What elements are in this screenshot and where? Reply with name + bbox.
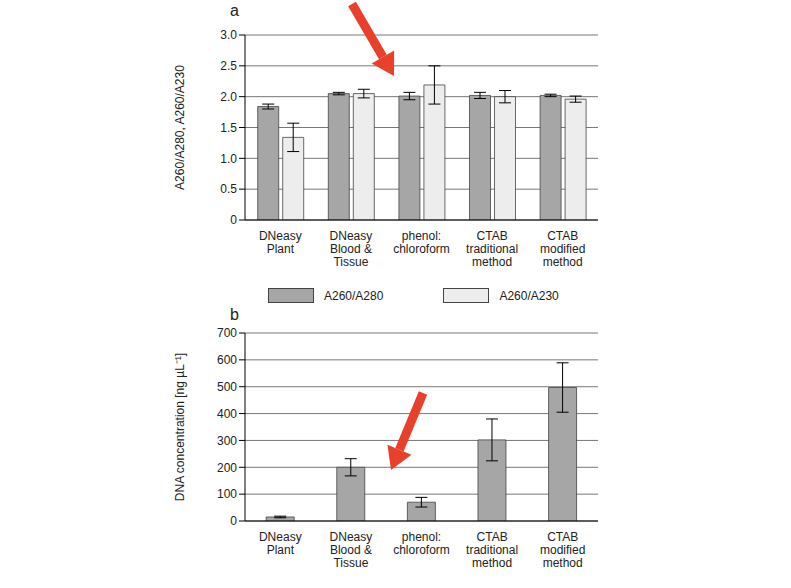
svg-text:300: 300	[217, 434, 237, 448]
svg-text:2.0: 2.0	[220, 90, 237, 104]
svg-text:600: 600	[217, 353, 237, 367]
svg-text:DNA concentration [ng µL⁻¹]: DNA concentration [ng µL⁻¹]	[173, 353, 187, 501]
svg-text:CTABmodifiedmethod: CTABmodifiedmethod	[540, 229, 585, 269]
html-text:A260/A230: A260/A230	[499, 288, 559, 303]
svg-text:0.5: 0.5	[220, 182, 237, 196]
svg-text:A260/A280, A260/A230: A260/A280, A260/A230	[173, 65, 187, 190]
svg-text:200: 200	[217, 461, 237, 475]
svg-text:0: 0	[230, 514, 237, 528]
svg-text:100: 100	[217, 487, 237, 501]
svg-text:3.0: 3.0	[220, 28, 237, 42]
html-text:A260/A280: A260/A280	[324, 288, 384, 303]
svg-text:phenol:chloroform: phenol:chloroform	[393, 530, 450, 557]
svg-text:CTABtraditionalmethod: CTABtraditionalmethod	[466, 530, 518, 570]
svg-text:1.0: 1.0	[220, 152, 237, 166]
svg-text:phenol:chloroform: phenol:chloroform	[393, 229, 450, 256]
svg-text:400: 400	[217, 407, 237, 421]
svg-text:DNeasyPlant: DNeasyPlant	[259, 530, 302, 557]
svg-text:DNeasyBlood &Tissue: DNeasyBlood &Tissue	[330, 530, 373, 570]
svg-text:500: 500	[217, 380, 237, 394]
html-text:a: a	[230, 2, 239, 19]
svg-text:CTABmodifiedmethod: CTABmodifiedmethod	[540, 530, 585, 570]
svg-text:DNeasyBlood &Tissue: DNeasyBlood &Tissue	[330, 229, 373, 269]
svg-text:2.5: 2.5	[220, 59, 237, 73]
html-text:b: b	[230, 306, 239, 323]
svg-text:CTABtraditionalmethod: CTABtraditionalmethod	[466, 229, 518, 269]
svg-text:1.5: 1.5	[220, 121, 237, 135]
svg-text:700: 700	[217, 326, 237, 340]
svg-text:0: 0	[230, 213, 237, 227]
svg-text:DNeasyPlant: DNeasyPlant	[259, 229, 302, 256]
